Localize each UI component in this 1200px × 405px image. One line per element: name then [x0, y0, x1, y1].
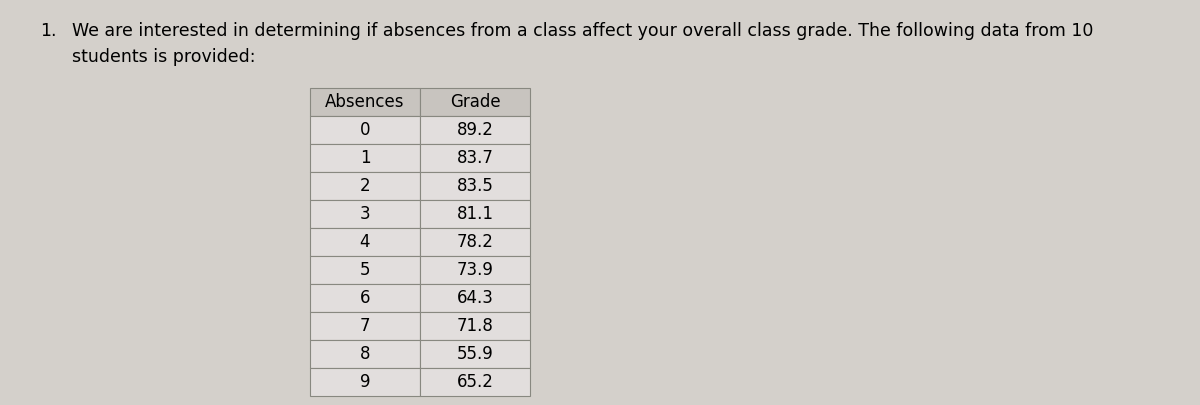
- Bar: [310, 256, 420, 284]
- Bar: [420, 312, 530, 340]
- Text: 9: 9: [360, 373, 371, 391]
- Bar: [420, 368, 530, 396]
- Text: 78.2: 78.2: [456, 233, 493, 251]
- Text: 3: 3: [360, 205, 371, 223]
- Text: Absences: Absences: [325, 93, 404, 111]
- Text: 73.9: 73.9: [456, 261, 493, 279]
- Bar: [420, 256, 530, 284]
- Text: Grade: Grade: [450, 93, 500, 111]
- Bar: [310, 144, 420, 172]
- Text: 83.5: 83.5: [456, 177, 493, 195]
- Text: 7: 7: [360, 317, 371, 335]
- Text: students is provided:: students is provided:: [72, 48, 256, 66]
- Bar: [420, 88, 530, 116]
- Text: 5: 5: [360, 261, 371, 279]
- Text: 1: 1: [360, 149, 371, 167]
- Bar: [420, 116, 530, 144]
- Text: 4: 4: [360, 233, 371, 251]
- Text: 55.9: 55.9: [457, 345, 493, 363]
- Bar: [310, 200, 420, 228]
- Text: 1.: 1.: [40, 22, 56, 40]
- Bar: [420, 200, 530, 228]
- Bar: [420, 340, 530, 368]
- Text: 83.7: 83.7: [456, 149, 493, 167]
- Text: We are interested in determining if absences from a class affect your overall cl: We are interested in determining if abse…: [72, 22, 1093, 40]
- Text: 8: 8: [360, 345, 371, 363]
- Text: 2: 2: [360, 177, 371, 195]
- Bar: [310, 88, 420, 116]
- Bar: [310, 172, 420, 200]
- Text: 71.8: 71.8: [456, 317, 493, 335]
- Text: 81.1: 81.1: [456, 205, 493, 223]
- Text: 0: 0: [360, 121, 371, 139]
- Bar: [420, 228, 530, 256]
- Bar: [310, 312, 420, 340]
- Bar: [420, 284, 530, 312]
- Bar: [420, 144, 530, 172]
- Bar: [420, 172, 530, 200]
- Bar: [310, 116, 420, 144]
- Bar: [310, 284, 420, 312]
- Text: 65.2: 65.2: [456, 373, 493, 391]
- Bar: [310, 228, 420, 256]
- Text: 64.3: 64.3: [456, 289, 493, 307]
- Bar: [310, 340, 420, 368]
- Text: 6: 6: [360, 289, 371, 307]
- Bar: [310, 368, 420, 396]
- Text: 89.2: 89.2: [456, 121, 493, 139]
